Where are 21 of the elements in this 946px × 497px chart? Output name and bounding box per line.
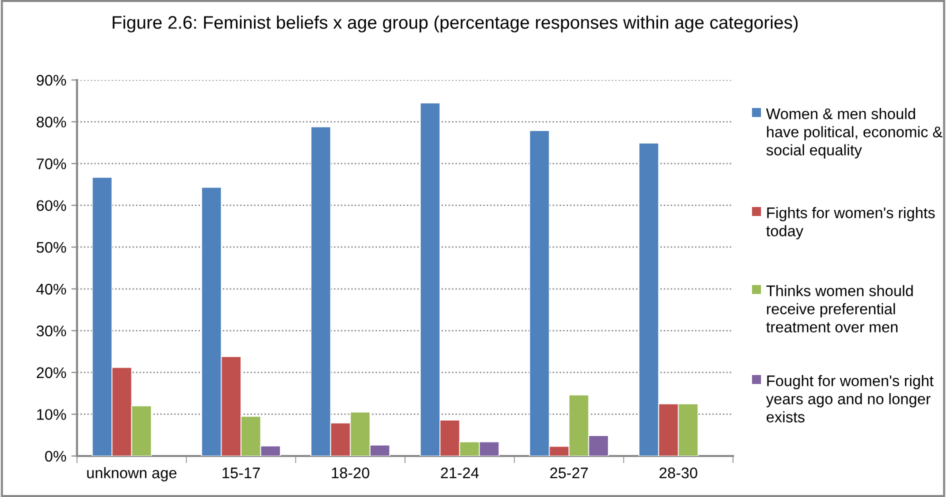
y-tick-label: 10%: [37, 409, 66, 420]
legend-label: Women & men should have political, economic & social equality: [766, 108, 942, 158]
y-tick-label: 70%: [36, 158, 66, 170]
y-tick-label: 50%: [36, 242, 66, 253]
y-tick-label: 90%: [36, 74, 66, 86]
x-tick-label: unknown age: [87, 467, 176, 482]
x-tick-label: 18-20: [332, 468, 370, 478]
legend-label: Thinks women should receive preferential treatment over men: [766, 285, 913, 332]
y-tick-label: 30%: [36, 326, 66, 336]
x-tick-label: 21-24: [440, 468, 479, 478]
y-tick-label: 60%: [36, 200, 66, 212]
y-tick-label: 0%: [45, 450, 66, 462]
legend-label: Fights for women's rights today: [766, 207, 935, 240]
y-tick-label: 40%: [36, 284, 66, 295]
y-tick-label: 20%: [36, 367, 66, 378]
x-tick-label: 25-27: [550, 468, 588, 478]
y-tick-label: 80%: [36, 116, 66, 128]
x-tick-label: 28-30: [660, 468, 698, 478]
legend-label: Fought for women's right years ago and no longer exists: [766, 375, 934, 422]
x-tick-label: 15-17: [222, 468, 260, 478]
chart-title: Figure 2.6: Feminist beliefs x age group (percentage responses within age categories): [112, 16, 798, 32]
